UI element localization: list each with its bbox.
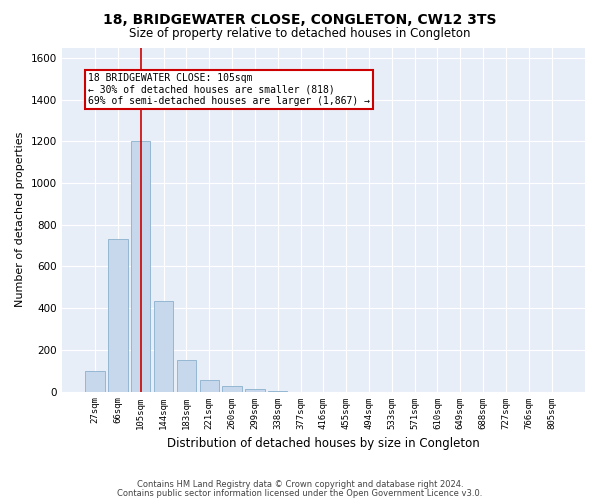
Text: Contains public sector information licensed under the Open Government Licence v3: Contains public sector information licen…: [118, 488, 482, 498]
Bar: [177, 360, 196, 392]
Bar: [85, 370, 105, 392]
Bar: [108, 240, 128, 392]
X-axis label: Distribution of detached houses by size in Congleton: Distribution of detached houses by size …: [167, 437, 480, 450]
Bar: [200, 380, 219, 392]
Text: 18 BRIDGEWATER CLOSE: 105sqm
← 30% of detached houses are smaller (818)
69% of s: 18 BRIDGEWATER CLOSE: 105sqm ← 30% of de…: [88, 72, 370, 106]
Text: Contains HM Land Registry data © Crown copyright and database right 2024.: Contains HM Land Registry data © Crown c…: [137, 480, 463, 489]
Bar: [154, 301, 173, 392]
Text: Size of property relative to detached houses in Congleton: Size of property relative to detached ho…: [129, 28, 471, 40]
Bar: [131, 142, 151, 392]
Text: 18, BRIDGEWATER CLOSE, CONGLETON, CW12 3TS: 18, BRIDGEWATER CLOSE, CONGLETON, CW12 3…: [103, 12, 497, 26]
Y-axis label: Number of detached properties: Number of detached properties: [15, 132, 25, 307]
Bar: [223, 386, 242, 392]
Bar: [245, 390, 265, 392]
